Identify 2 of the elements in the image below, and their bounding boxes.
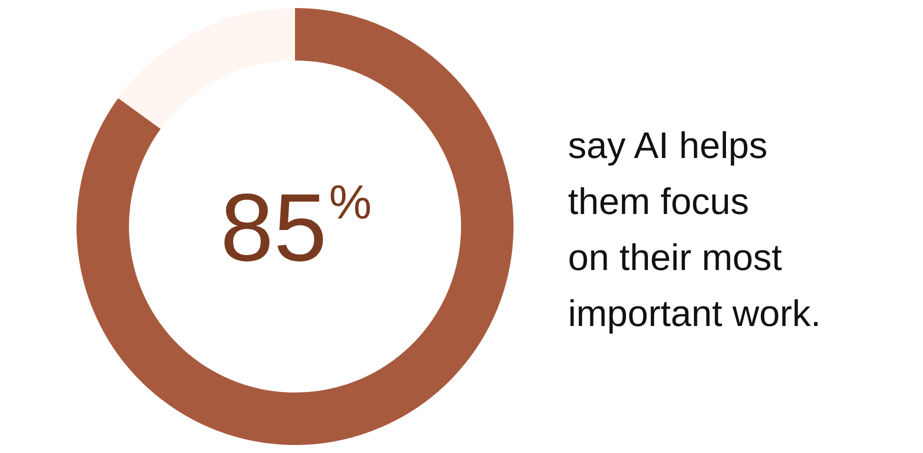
- text: say AI helps them focus on their most important work.: [568, 124, 821, 336]
- data-label: 85%: [220, 174, 372, 282]
